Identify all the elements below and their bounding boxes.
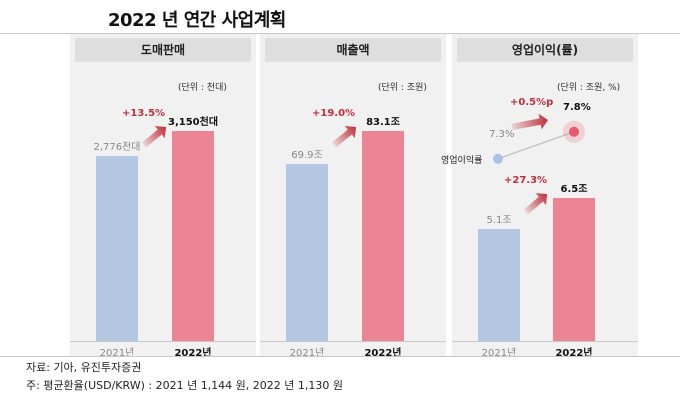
baseline-wholesale	[70, 341, 256, 342]
x-tick-wholesale-2021: 2021년	[99, 348, 135, 359]
margin-growth-arrow-shape	[511, 113, 548, 131]
growth-arrow-operating-profit-shape	[523, 193, 547, 215]
source-note: 자료: 기아, 유진투자증권	[26, 361, 142, 374]
baseline-revenue	[260, 341, 446, 342]
margin-growth-label: +0.5%p	[510, 97, 554, 108]
bar-wholesale-2021	[96, 156, 138, 341]
growth-label-wholesale: +13.5%	[122, 108, 166, 119]
chart-title: 2022 년 연간 사업계획	[108, 10, 286, 31]
growth-label-operating-profit: +27.3%	[504, 175, 548, 186]
x-tick-operating-profit-2021: 2021년	[481, 348, 517, 359]
x-tick-operating-profit-2022: 2022년	[555, 348, 593, 359]
bar-wholesale-2022	[172, 131, 214, 341]
growth-arrow-revenue-shape	[332, 125, 356, 148]
margin-point-2022	[569, 126, 579, 137]
x-tick-revenue-2021: 2021년	[289, 348, 325, 359]
value-label-wholesale-2022: 3,150천대	[167, 117, 219, 128]
panel-title-revenue: 매출액	[265, 38, 441, 62]
x-tick-wholesale-2022: 2022년	[174, 348, 212, 359]
margin-point-2021	[493, 153, 503, 164]
panel-title-operating-profit: 영업이익(률)	[457, 38, 633, 62]
margin-series-name: 영업이익률	[441, 155, 483, 166]
panel-title-wholesale: 도매판매	[75, 38, 251, 62]
value-label-revenue-2021: 69.9조	[291, 150, 323, 161]
growth-label-revenue: +19.0%	[312, 108, 356, 119]
growth-arrow-wholesale-shape	[142, 125, 166, 148]
bar-revenue-2022	[362, 131, 404, 341]
margin-label-2022: 7.8%	[563, 101, 591, 113]
unit-label-wholesale: (단위 : 천대)	[178, 83, 227, 93]
value-label-operating-profit-2021: 5.1조	[486, 215, 512, 226]
value-label-revenue-2022: 83.1조	[366, 117, 400, 128]
margin-label-2021: 7.3%	[489, 128, 515, 140]
baseline-operating-profit	[452, 341, 638, 342]
top-divider	[0, 33, 680, 34]
value-label-operating-profit-2022: 6.5조	[560, 184, 588, 195]
footnote: 주: 평균환율(USD/KRW) : 2021 년 1,144 원, 2022 …	[26, 379, 344, 392]
x-tick-revenue-2022: 2022년	[364, 348, 402, 359]
bar-revenue-2021	[286, 164, 328, 341]
bar-operating-profit-2022	[553, 198, 595, 341]
unit-label-revenue: (단위 : 조원)	[378, 83, 427, 93]
bottom-divider	[0, 356, 680, 357]
unit-label-operating-profit: (단위 : 조원, %)	[557, 83, 621, 93]
value-label-wholesale-2021: 2,776천대	[93, 142, 141, 153]
margin-line	[497, 131, 575, 160]
bar-operating-profit-2021	[478, 229, 520, 341]
